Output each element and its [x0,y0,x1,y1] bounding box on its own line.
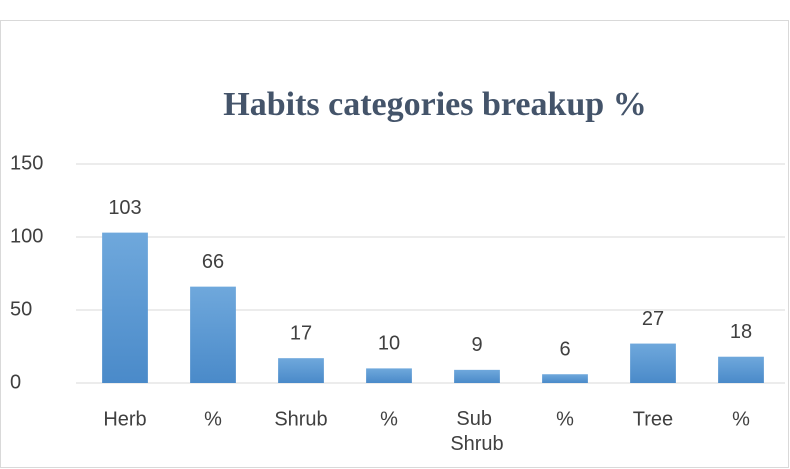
bar [190,286,236,383]
x-tick-label: % [732,408,750,430]
bar [278,358,324,383]
data-label: 27 [642,308,664,330]
data-label: 10 [378,333,400,355]
data-label: 103 [108,197,141,219]
data-label: 18 [730,321,752,343]
data-label: 9 [471,334,482,356]
bar [102,232,148,383]
bar [718,356,764,383]
y-tick-label: 150 [10,152,43,174]
x-tick-label: Shrub [274,408,327,430]
y-tick-label: 0 [10,371,21,393]
x-tick-label: % [204,408,222,430]
data-label: 66 [202,251,224,273]
data-label: 6 [559,339,570,361]
bar [366,368,412,383]
x-tick-label: Tree [633,408,673,430]
chart-title: Habits categories breakup % [223,86,646,123]
bar [454,369,500,383]
x-tick-label: % [556,408,574,430]
bar [542,374,588,383]
x-tick-label: Sub Shrub [450,408,503,455]
x-tick-label: % [380,408,398,430]
bar [630,343,676,383]
x-tick-label: Herb [103,408,146,430]
data-label: 17 [290,322,312,344]
y-tick-label: 50 [10,298,32,320]
y-tick-label: 100 [10,225,43,247]
